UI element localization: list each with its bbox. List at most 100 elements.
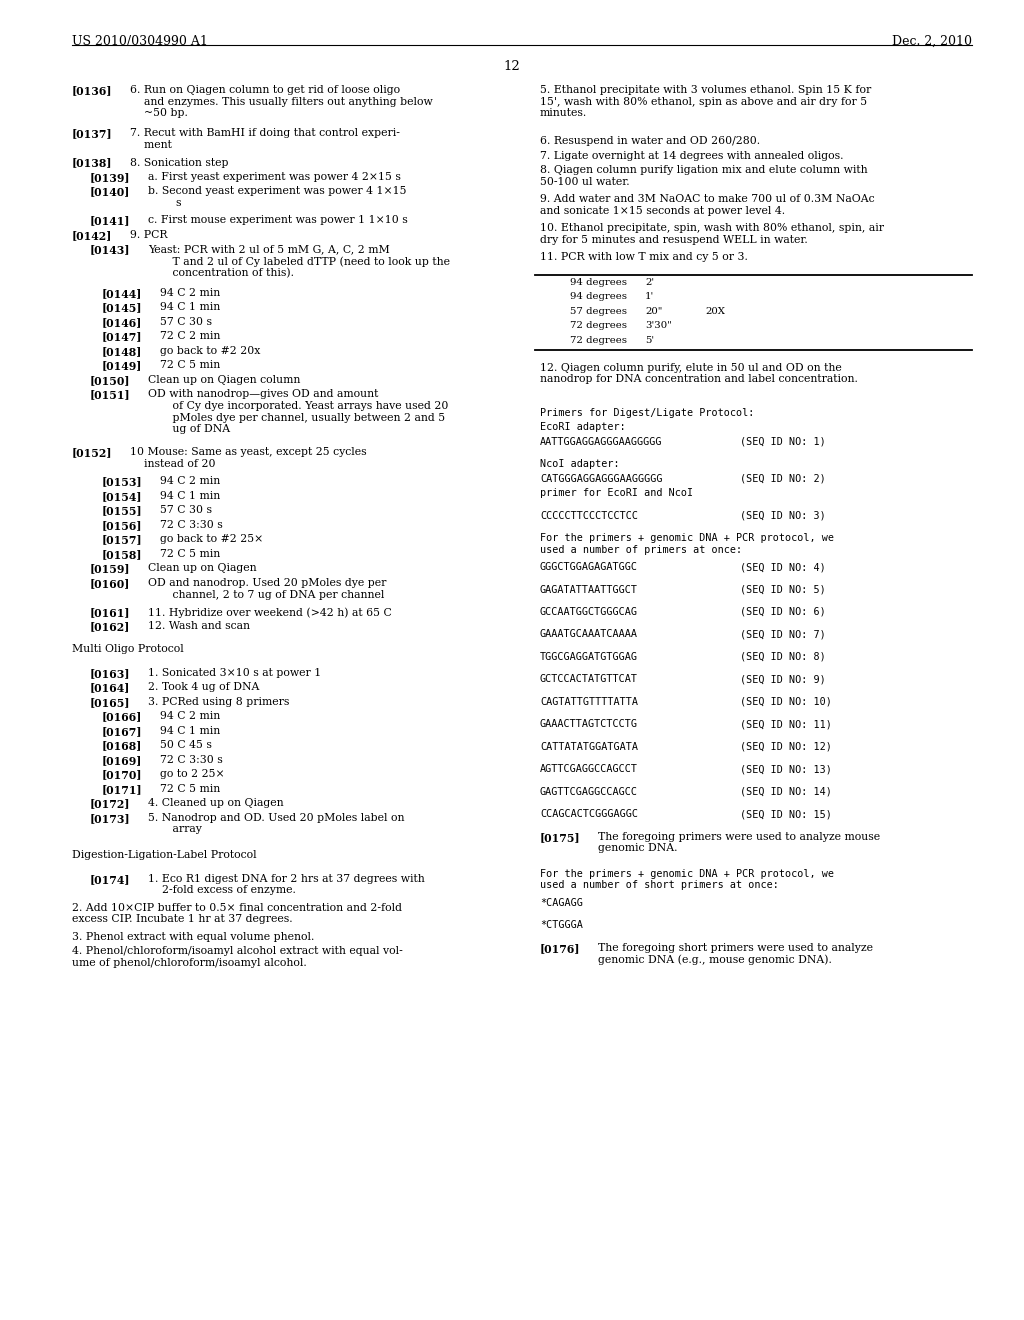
Text: [0154]: [0154] [102,491,142,502]
Text: [0172]: [0172] [90,799,130,809]
Text: [0167]: [0167] [102,726,142,737]
Text: GAAACTTAGTCTCCTG: GAAACTTAGTCTCCTG [540,719,638,730]
Text: 72 C 2 min: 72 C 2 min [160,331,220,342]
Text: b. Second yeast experiment was power 4 1×15
        s: b. Second yeast experiment was power 4 1… [148,186,407,209]
Text: [0144]: [0144] [102,288,142,300]
Text: [0169]: [0169] [102,755,142,766]
Text: 10 Mouse: Same as yeast, except 25 cycles
    instead of 20: 10 Mouse: Same as yeast, except 25 cycle… [130,447,367,469]
Text: Clean up on Qiagen column: Clean up on Qiagen column [148,375,300,385]
Text: Dec. 2, 2010: Dec. 2, 2010 [892,36,972,48]
Text: [0146]: [0146] [102,317,142,327]
Text: 72 C 3:30 s: 72 C 3:30 s [160,755,223,764]
Text: [0152]: [0152] [72,447,113,458]
Text: CAGTATTGTTTTATTA: CAGTATTGTTTTATTA [540,697,638,708]
Text: 9. Add water and 3M NaOAC to make 700 ul of 0.3M NaOAc
and sonicate 1×15 seconds: 9. Add water and 3M NaOAC to make 700 ul… [540,194,874,216]
Text: [0173]: [0173] [90,813,131,824]
Text: GGGCTGGAGAGATGGC: GGGCTGGAGAGATGGC [540,562,638,572]
Text: 2': 2' [645,277,654,286]
Text: (SEQ ID NO: 12): (SEQ ID NO: 12) [740,742,831,752]
Text: (SEQ ID NO: 2): (SEQ ID NO: 2) [740,474,825,483]
Text: CATTATATGGATGATA: CATTATATGGATGATA [540,742,638,752]
Text: [0158]: [0158] [102,549,142,560]
Text: US 2010/0304990 A1: US 2010/0304990 A1 [72,36,208,48]
Text: 6. Resuspend in water and OD 260/280.: 6. Resuspend in water and OD 260/280. [540,136,760,147]
Text: 94 C 1 min: 94 C 1 min [160,491,220,502]
Text: primer for EcoRI and NcoI: primer for EcoRI and NcoI [540,488,693,498]
Text: 7. Recut with BamHI if doing that control experi-
    ment: 7. Recut with BamHI if doing that contro… [130,128,400,150]
Text: [0150]: [0150] [90,375,130,385]
Text: [0159]: [0159] [90,564,130,574]
Text: OD with nanodrop—gives OD and amount
       of Cy dye incorporated. Yeast arrays: OD with nanodrop—gives OD and amount of … [148,389,449,434]
Text: 94 C 2 min: 94 C 2 min [160,477,220,487]
Text: 12. Qiagen column purify, elute in 50 ul and OD on the
nanodrop for DNA concentr: 12. Qiagen column purify, elute in 50 ul… [540,363,858,384]
Text: [0137]: [0137] [72,128,113,140]
Text: [0140]: [0140] [90,186,130,198]
Text: (SEQ ID NO: 4): (SEQ ID NO: 4) [740,562,825,572]
Text: [0136]: [0136] [72,84,113,96]
Text: 11. PCR with low T mix and cy 5 or 3.: 11. PCR with low T mix and cy 5 or 3. [540,252,748,263]
Text: [0166]: [0166] [102,711,142,722]
Text: 11. Hybridize over weekend (>42 h) at 65 C: 11. Hybridize over weekend (>42 h) at 65… [148,607,392,618]
Text: 50 C 45 s: 50 C 45 s [160,741,212,750]
Text: [0168]: [0168] [102,741,142,751]
Text: NcoI adapter:: NcoI adapter: [540,459,620,469]
Text: 6. Run on Qiagen column to get rid of loose oligo
    and enzymes. This usually : 6. Run on Qiagen column to get rid of lo… [130,84,433,119]
Text: CATGGGAGGAGGGAAGGGGG: CATGGGAGGAGGGAAGGGGG [540,474,663,483]
Text: 94 degrees: 94 degrees [570,277,627,286]
Text: 94 C 1 min: 94 C 1 min [160,302,220,313]
Text: 12. Wash and scan: 12. Wash and scan [148,622,250,631]
Text: c. First mouse experiment was power 1 1×10 s: c. First mouse experiment was power 1 1×… [148,215,408,226]
Text: 9. PCR: 9. PCR [130,230,168,240]
Text: (SEQ ID NO: 7): (SEQ ID NO: 7) [740,630,825,639]
Text: [0164]: [0164] [90,682,130,693]
Text: 5': 5' [645,335,654,345]
Text: GCTCCACTATGTTCAT: GCTCCACTATGTTCAT [540,675,638,685]
Text: 7. Ligate overnight at 14 degrees with annealed oligos.: 7. Ligate overnight at 14 degrees with a… [540,150,844,161]
Text: The foregoing short primers were used to analyze
genomic DNA (e.g., mouse genomi: The foregoing short primers were used to… [598,942,873,965]
Text: [0148]: [0148] [102,346,142,356]
Text: [0175]: [0175] [540,832,581,842]
Text: 72 C 5 min: 72 C 5 min [160,360,220,371]
Text: 57 degrees: 57 degrees [570,306,627,315]
Text: [0156]: [0156] [102,520,142,531]
Text: 72 C 5 min: 72 C 5 min [160,784,220,793]
Text: [0143]: [0143] [90,244,130,256]
Text: AGTTCGAGGCCAGCCT: AGTTCGAGGCCAGCCT [540,764,638,775]
Text: AATTGGAGGAGGGAAGGGGG: AATTGGAGGAGGGAAGGGGG [540,437,663,446]
Text: OD and nanodrop. Used 20 pMoles dye per
       channel, 2 to 7 ug of DNA per cha: OD and nanodrop. Used 20 pMoles dye per … [148,578,386,599]
Text: 4. Cleaned up on Qiagen: 4. Cleaned up on Qiagen [148,799,284,808]
Text: [0149]: [0149] [102,360,142,371]
Text: 72 C 3:30 s: 72 C 3:30 s [160,520,223,531]
Text: 1. Sonicated 3×10 s at power 1: 1. Sonicated 3×10 s at power 1 [148,668,322,678]
Text: [0174]: [0174] [90,874,130,884]
Text: [0161]: [0161] [90,607,130,618]
Text: [0153]: [0153] [102,477,142,487]
Text: [0138]: [0138] [72,157,113,169]
Text: [0160]: [0160] [90,578,130,589]
Text: 4. Phenol/chloroform/isoamyl alcohol extract with equal vol-
ume of phenol/chlor: 4. Phenol/chloroform/isoamyl alcohol ext… [72,946,402,968]
Text: go to 2 25×: go to 2 25× [160,770,224,779]
Text: TGGCGAGGATGTGGAG: TGGCGAGGATGTGGAG [540,652,638,661]
Text: GAAATGCAAATCAAAA: GAAATGCAAATCAAAA [540,630,638,639]
Text: a. First yeast experiment was power 4 2×15 s: a. First yeast experiment was power 4 2×… [148,172,400,182]
Text: (SEQ ID NO: 1): (SEQ ID NO: 1) [740,437,825,446]
Text: Primers for Digest/Ligate Protocol:: Primers for Digest/Ligate Protocol: [540,408,755,417]
Text: [0171]: [0171] [102,784,142,795]
Text: [0145]: [0145] [102,302,142,313]
Text: For the primers + genomic DNA + PCR protocol, we
used a number of primers at onc: For the primers + genomic DNA + PCR prot… [540,533,834,554]
Text: go back to #2 25×: go back to #2 25× [160,535,263,544]
Text: (SEQ ID NO: 5): (SEQ ID NO: 5) [740,585,825,594]
Text: GAGATATTAATTGGCT: GAGATATTAATTGGCT [540,585,638,594]
Text: [0157]: [0157] [102,535,142,545]
Text: 10. Ethanol precipitate, spin, wash with 80% ethanol, spin, air
dry for 5 minute: 10. Ethanol precipitate, spin, wash with… [540,223,884,246]
Text: 8. Qiagen column purify ligation mix and elute column with
50-100 ul water.: 8. Qiagen column purify ligation mix and… [540,165,867,187]
Text: 3. PCRed using 8 primers: 3. PCRed using 8 primers [148,697,290,708]
Text: CCAGCACTCGGGAGGC: CCAGCACTCGGGAGGC [540,809,638,820]
Text: (SEQ ID NO: 14): (SEQ ID NO: 14) [740,787,831,797]
Text: 94 C 2 min: 94 C 2 min [160,711,220,722]
Text: Digestion-Ligation-Label Protocol: Digestion-Ligation-Label Protocol [72,850,257,859]
Text: [0176]: [0176] [540,942,581,953]
Text: CCCCCTTCCCTCCTCC: CCCCCTTCCCTCCTCC [540,511,638,520]
Text: 1': 1' [645,292,654,301]
Text: 57 C 30 s: 57 C 30 s [160,506,212,516]
